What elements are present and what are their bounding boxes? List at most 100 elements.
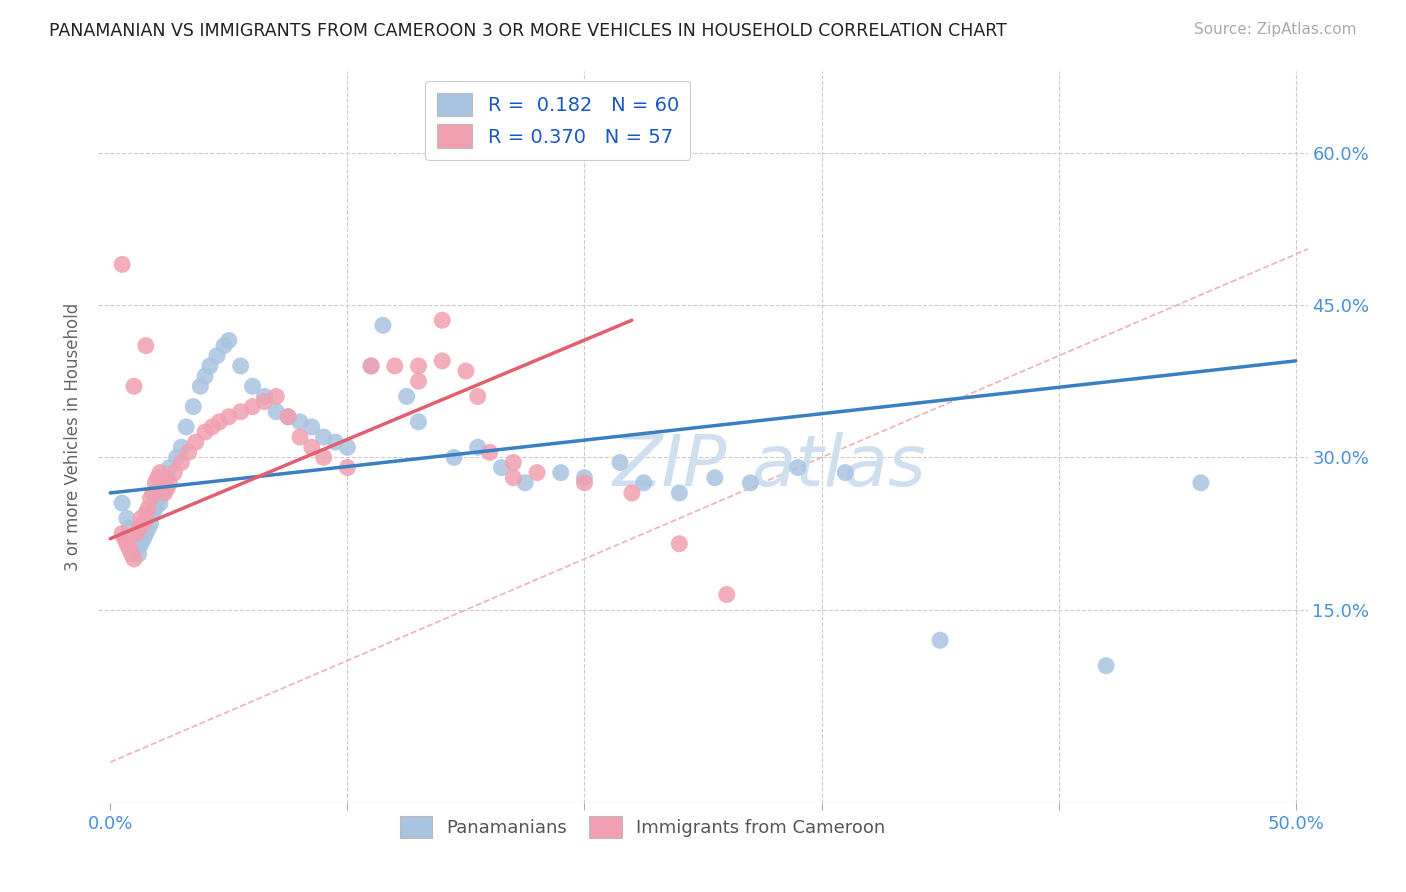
Text: atlas: atlas bbox=[751, 432, 927, 500]
Point bbox=[253, 394, 276, 409]
Point bbox=[242, 400, 264, 414]
Point bbox=[229, 359, 252, 373]
Point bbox=[159, 475, 181, 490]
Point bbox=[716, 588, 738, 602]
Point bbox=[135, 506, 157, 520]
Legend: Panamanians, Immigrants from Cameroon: Panamanians, Immigrants from Cameroon bbox=[392, 808, 893, 845]
Point bbox=[166, 450, 188, 465]
Point bbox=[360, 359, 382, 373]
Point bbox=[786, 460, 808, 475]
Point bbox=[443, 450, 465, 465]
Text: PANAMANIAN VS IMMIGRANTS FROM CAMEROON 3 OR MORE VEHICLES IN HOUSEHOLD CORRELATI: PANAMANIAN VS IMMIGRANTS FROM CAMEROON 3… bbox=[49, 22, 1007, 40]
Point bbox=[312, 430, 335, 444]
Point bbox=[152, 486, 174, 500]
Point bbox=[146, 491, 169, 505]
Point bbox=[264, 389, 287, 403]
Point bbox=[264, 405, 287, 419]
Point bbox=[118, 541, 141, 556]
Point bbox=[139, 516, 162, 531]
Point bbox=[139, 491, 162, 505]
Point bbox=[301, 420, 323, 434]
Point bbox=[142, 506, 165, 520]
Point bbox=[668, 537, 690, 551]
Point bbox=[467, 389, 489, 403]
Point bbox=[371, 318, 394, 333]
Point bbox=[184, 435, 207, 450]
Point bbox=[152, 475, 174, 490]
Point bbox=[181, 400, 204, 414]
Point bbox=[156, 481, 179, 495]
Point bbox=[208, 415, 231, 429]
Point bbox=[135, 526, 157, 541]
Point bbox=[277, 409, 299, 424]
Point bbox=[177, 445, 200, 459]
Point bbox=[336, 460, 359, 475]
Point bbox=[336, 440, 359, 454]
Point bbox=[574, 471, 596, 485]
Point bbox=[277, 409, 299, 424]
Point bbox=[156, 471, 179, 485]
Point bbox=[115, 537, 138, 551]
Point bbox=[201, 420, 224, 434]
Point bbox=[128, 521, 150, 535]
Point bbox=[432, 313, 454, 327]
Point bbox=[149, 466, 172, 480]
Point bbox=[218, 409, 240, 424]
Point bbox=[515, 475, 537, 490]
Point bbox=[205, 349, 228, 363]
Point bbox=[111, 526, 134, 541]
Point bbox=[408, 359, 430, 373]
Point bbox=[312, 450, 335, 465]
Point bbox=[408, 415, 430, 429]
Point bbox=[122, 552, 145, 566]
Point bbox=[125, 541, 148, 556]
Point bbox=[467, 440, 489, 454]
Point bbox=[170, 440, 193, 454]
Point bbox=[111, 257, 134, 271]
Point bbox=[194, 425, 217, 439]
Point bbox=[253, 389, 276, 403]
Point bbox=[408, 374, 430, 388]
Point bbox=[143, 475, 166, 490]
Point bbox=[668, 486, 690, 500]
Point bbox=[125, 526, 148, 541]
Point bbox=[395, 389, 418, 403]
Point bbox=[301, 440, 323, 454]
Point bbox=[550, 466, 572, 480]
Point bbox=[142, 486, 165, 500]
Point bbox=[834, 466, 856, 480]
Point bbox=[136, 501, 159, 516]
Point bbox=[146, 471, 169, 485]
Point bbox=[478, 445, 501, 459]
Point bbox=[212, 339, 235, 353]
Point bbox=[432, 354, 454, 368]
Point bbox=[502, 455, 524, 469]
Text: Source: ZipAtlas.com: Source: ZipAtlas.com bbox=[1194, 22, 1357, 37]
Point bbox=[194, 369, 217, 384]
Point bbox=[574, 475, 596, 490]
Point bbox=[170, 455, 193, 469]
Point bbox=[132, 532, 155, 546]
Point bbox=[229, 405, 252, 419]
Point bbox=[502, 471, 524, 485]
Point bbox=[129, 511, 152, 525]
Point bbox=[118, 521, 141, 535]
Point bbox=[122, 379, 145, 393]
Point bbox=[1095, 658, 1118, 673]
Point bbox=[159, 460, 181, 475]
Point bbox=[122, 537, 145, 551]
Y-axis label: 3 or more Vehicles in Household: 3 or more Vehicles in Household bbox=[65, 303, 83, 571]
Point bbox=[218, 334, 240, 348]
Point bbox=[129, 537, 152, 551]
Point bbox=[325, 435, 347, 450]
Point bbox=[526, 466, 548, 480]
Point bbox=[121, 547, 143, 561]
Point bbox=[609, 455, 631, 469]
Point bbox=[190, 379, 212, 393]
Point bbox=[929, 633, 952, 648]
Point bbox=[149, 496, 172, 510]
Point bbox=[491, 460, 513, 475]
Point bbox=[620, 486, 643, 500]
Point bbox=[633, 475, 655, 490]
Point bbox=[360, 359, 382, 373]
